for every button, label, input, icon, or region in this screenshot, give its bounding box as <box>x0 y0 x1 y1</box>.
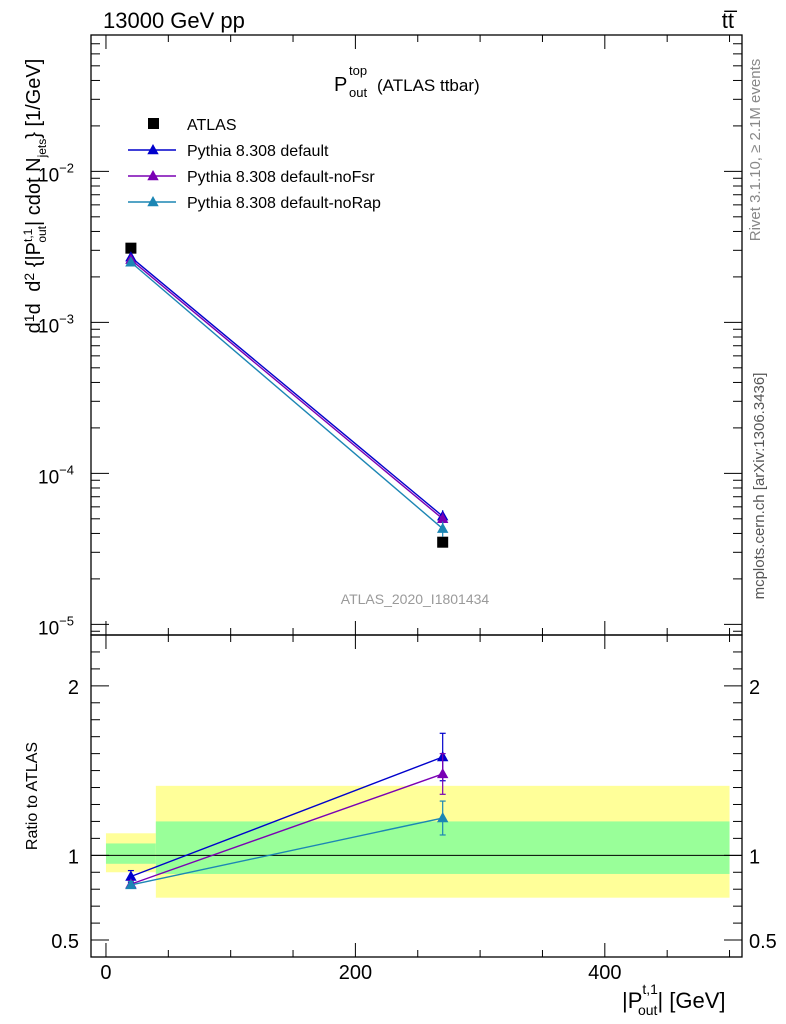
legend-marker-noFsr <box>147 170 159 181</box>
ratio-point-noFsr <box>436 767 449 779</box>
ratio-point-default <box>125 870 137 881</box>
x-axis-label: |Pt,1 out| [GeV] <box>622 981 726 1018</box>
series-line-noFsr <box>130 259 444 520</box>
plot-title-text: (ATLAS ttbar) <box>377 76 480 95</box>
ratio-y-tick-label-right: 0.5 <box>749 931 777 953</box>
ratio-series-group <box>125 732 449 890</box>
ratio-y-tick-label: 0.5 <box>51 931 79 953</box>
svg-text:d1d d2 {|Pt,1out| cdot: d1d d2 {|Pt,1out| cdot Njets} [1/GeV] <box>21 59 49 334</box>
ratio-point-noRap <box>125 878 137 890</box>
data-point-noFsr <box>436 512 449 524</box>
ratio-y-tick-label: 2 <box>68 677 79 699</box>
ratio-y-tick-label: 1 <box>68 846 79 868</box>
y-tick-label: 10−5 <box>38 613 74 639</box>
header-process-label: 13000 GeV pp <box>103 8 245 33</box>
legend-marker-default <box>147 144 159 155</box>
plot-title-subscript: out <box>349 85 367 100</box>
legend-marker-data <box>148 118 159 129</box>
x-tick-label: 200 <box>339 962 372 984</box>
legend-label-data: ATLAS <box>187 117 237 134</box>
y-tick-label: 10−3 <box>38 311 74 337</box>
svg-text:|Pt,1out| [GeV]: |Pt,1 out| [GeV] <box>622 981 726 1018</box>
ratio-line-noRap <box>130 817 443 886</box>
main-plot-panel: P top out (ATLAS ttbar) 10−2 10−3 10−4 10−5… <box>21 34 743 639</box>
main-series-group <box>125 242 449 548</box>
ratio-plot-frame <box>90 634 743 958</box>
data-point-data <box>125 242 137 254</box>
series-line-default <box>130 256 444 517</box>
legend-marker-noRap <box>147 196 159 207</box>
series-line-noRap <box>130 261 444 530</box>
main-y-axis-label: d1d d2 {|Pt,1out| cdot Njets} [1/GeV] <box>21 59 49 334</box>
plot-title-symbol: P <box>334 74 347 96</box>
ratio-y-axis-label: Ratio to ATLAS <box>24 742 41 850</box>
data-point-noRap <box>125 256 137 267</box>
data-point-data <box>437 536 449 548</box>
ratio-y-tick-label-right: 2 <box>749 677 760 699</box>
legend-label-noRap: Pythia 8.308 default-noRap <box>187 195 381 212</box>
ratio-point-noRap <box>436 812 449 823</box>
data-point-noRap <box>436 522 449 533</box>
band-inner <box>105 843 156 864</box>
x-tick-label: 400 <box>588 962 621 984</box>
header-final-state-label: tt̅ <box>722 8 738 33</box>
ratio-line-noFsr <box>130 773 443 885</box>
analysis-id-label: ATLAS_2020_I1801434 <box>341 591 490 607</box>
plot-title-superscript: top <box>349 63 367 78</box>
legend-label-default: Pythia 8.308 default <box>187 143 329 160</box>
x-tick-label: 0 <box>100 962 111 984</box>
legend: ATLAS Pythia 8.308 default Pythia 8.308 de… <box>128 117 381 212</box>
uncertainty-bands <box>105 785 730 898</box>
rivet-version-label: Rivet 3.1.10, ≥ 2.1M events <box>747 59 764 242</box>
mcplots-reference-label: mcplots.cern.ch [arXiv:1306.3436] <box>751 373 768 600</box>
y-tick-label: 10−2 <box>38 160 74 186</box>
plot-title: P top out (ATLAS ttbar) <box>334 63 480 100</box>
ratio-y-tick-label-right: 1 <box>749 846 760 868</box>
legend-label-noFsr: Pythia 8.308 default-noFsr <box>187 169 375 186</box>
ratio-plot-panel: 0.5 0.5 1 1 2 2 0 200 400 Ratio to ATLAS <box>24 634 777 984</box>
y-tick-label: 10−4 <box>38 462 74 488</box>
ratio-line-default <box>130 756 443 878</box>
